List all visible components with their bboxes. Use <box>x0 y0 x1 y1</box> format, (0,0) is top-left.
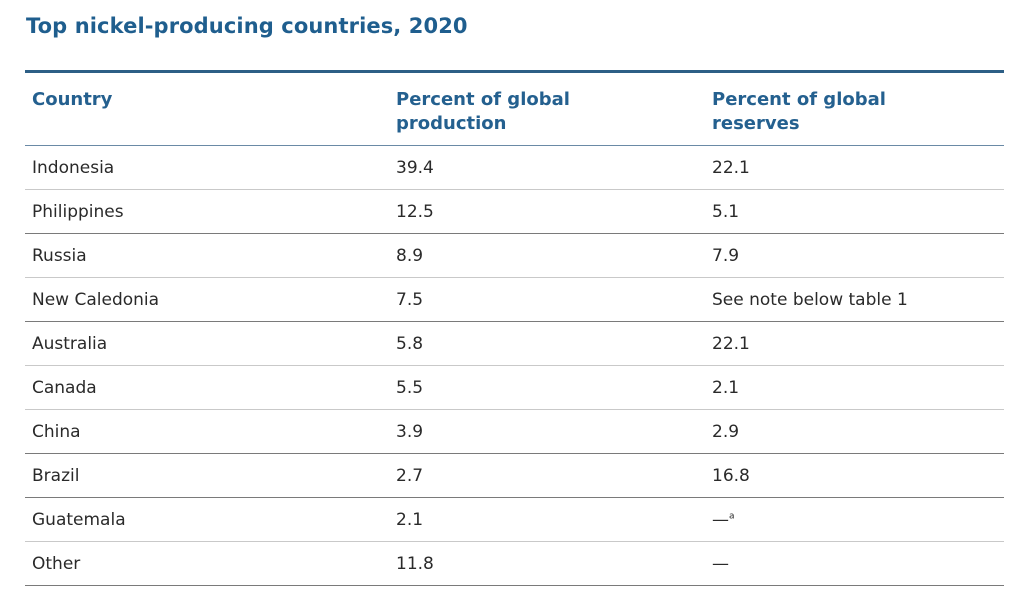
cell-reserves: 16.8 <box>712 466 750 486</box>
reserves-value: 7.9 <box>712 246 740 266</box>
cell-reserves: 7.9 <box>712 246 739 266</box>
cell-production: 2.1 <box>396 510 424 530</box>
cell-reserves: 22.1 <box>712 158 750 178</box>
cell-production: 3.9 <box>396 422 424 442</box>
cell-production: 5.8 <box>396 334 424 354</box>
column-header-reserves: Percent of global reserves <box>712 89 886 134</box>
cell-production: 12.5 <box>396 202 434 222</box>
table-row: Russia 8.9 7.9 <box>25 234 1004 278</box>
cell-production: 8.9 <box>396 246 424 266</box>
column-header-country: Country <box>32 89 113 110</box>
reserves-value: See note below table 1 <box>712 290 908 310</box>
cell-reserves: 2.1 <box>712 378 739 398</box>
reserves-value: 5.1 <box>712 202 740 222</box>
cell-reserves: 22.1 <box>712 334 750 354</box>
table-header-row: Country Percent of global production Per… <box>25 73 1004 146</box>
cell-country: Russia <box>32 246 87 266</box>
cell-production: 5.5 <box>396 378 424 398</box>
cell-country: Brazil <box>32 466 80 486</box>
reserves-value: 22.1 <box>712 334 750 354</box>
cell-reserves: —a <box>712 510 735 530</box>
reserves-value: 22.1 <box>712 158 750 178</box>
cell-reserves: 5.1 <box>712 202 739 222</box>
reserves-value: — <box>712 510 729 530</box>
cell-production: 39.4 <box>396 158 434 178</box>
table-row: Philippines 12.5 5.1 <box>25 190 1004 234</box>
cell-reserves: 2.9 <box>712 422 739 442</box>
nickel-table: Country Percent of global production Per… <box>25 70 1004 586</box>
reserves-value: 2.1 <box>712 378 740 398</box>
cell-country: Philippines <box>32 202 124 222</box>
cell-country: Indonesia <box>32 158 115 178</box>
cell-production: 2.7 <box>396 466 424 486</box>
column-header-production: Percent of global production <box>396 89 570 134</box>
table-row: Other 11.8 — <box>25 542 1004 586</box>
cell-country: New Caledonia <box>32 290 160 310</box>
reserves-value: 16.8 <box>712 466 750 486</box>
reserves-value: 2.9 <box>712 422 740 442</box>
cell-country: Australia <box>32 334 108 354</box>
table-row: Indonesia 39.4 22.1 <box>25 146 1004 190</box>
cell-production: 11.8 <box>396 554 434 574</box>
table-row: Brazil 2.7 16.8 <box>25 454 1004 498</box>
cell-country: Other <box>32 554 81 574</box>
cell-country: Guatemala <box>32 510 126 530</box>
cell-reserves: See note below table 1 <box>712 290 908 310</box>
table-row: Australia 5.8 22.1 <box>25 322 1004 366</box>
page-title: Top nickel-producing countries, 2020 <box>26 14 468 38</box>
cell-country: China <box>32 422 81 442</box>
table-row: Canada 5.5 2.1 <box>25 366 1004 410</box>
cell-reserves: — <box>712 554 729 574</box>
table-row: China 3.9 2.9 <box>25 410 1004 454</box>
table-top-rule <box>25 70 1004 73</box>
table-row: Guatemala 2.1 —a <box>25 498 1004 542</box>
table-row: New Caledonia 7.5 See note below table 1 <box>25 278 1004 322</box>
footnote-marker: a <box>729 511 735 522</box>
reserves-value: — <box>712 554 729 574</box>
cell-production: 7.5 <box>396 290 424 310</box>
cell-country: Canada <box>32 378 97 398</box>
